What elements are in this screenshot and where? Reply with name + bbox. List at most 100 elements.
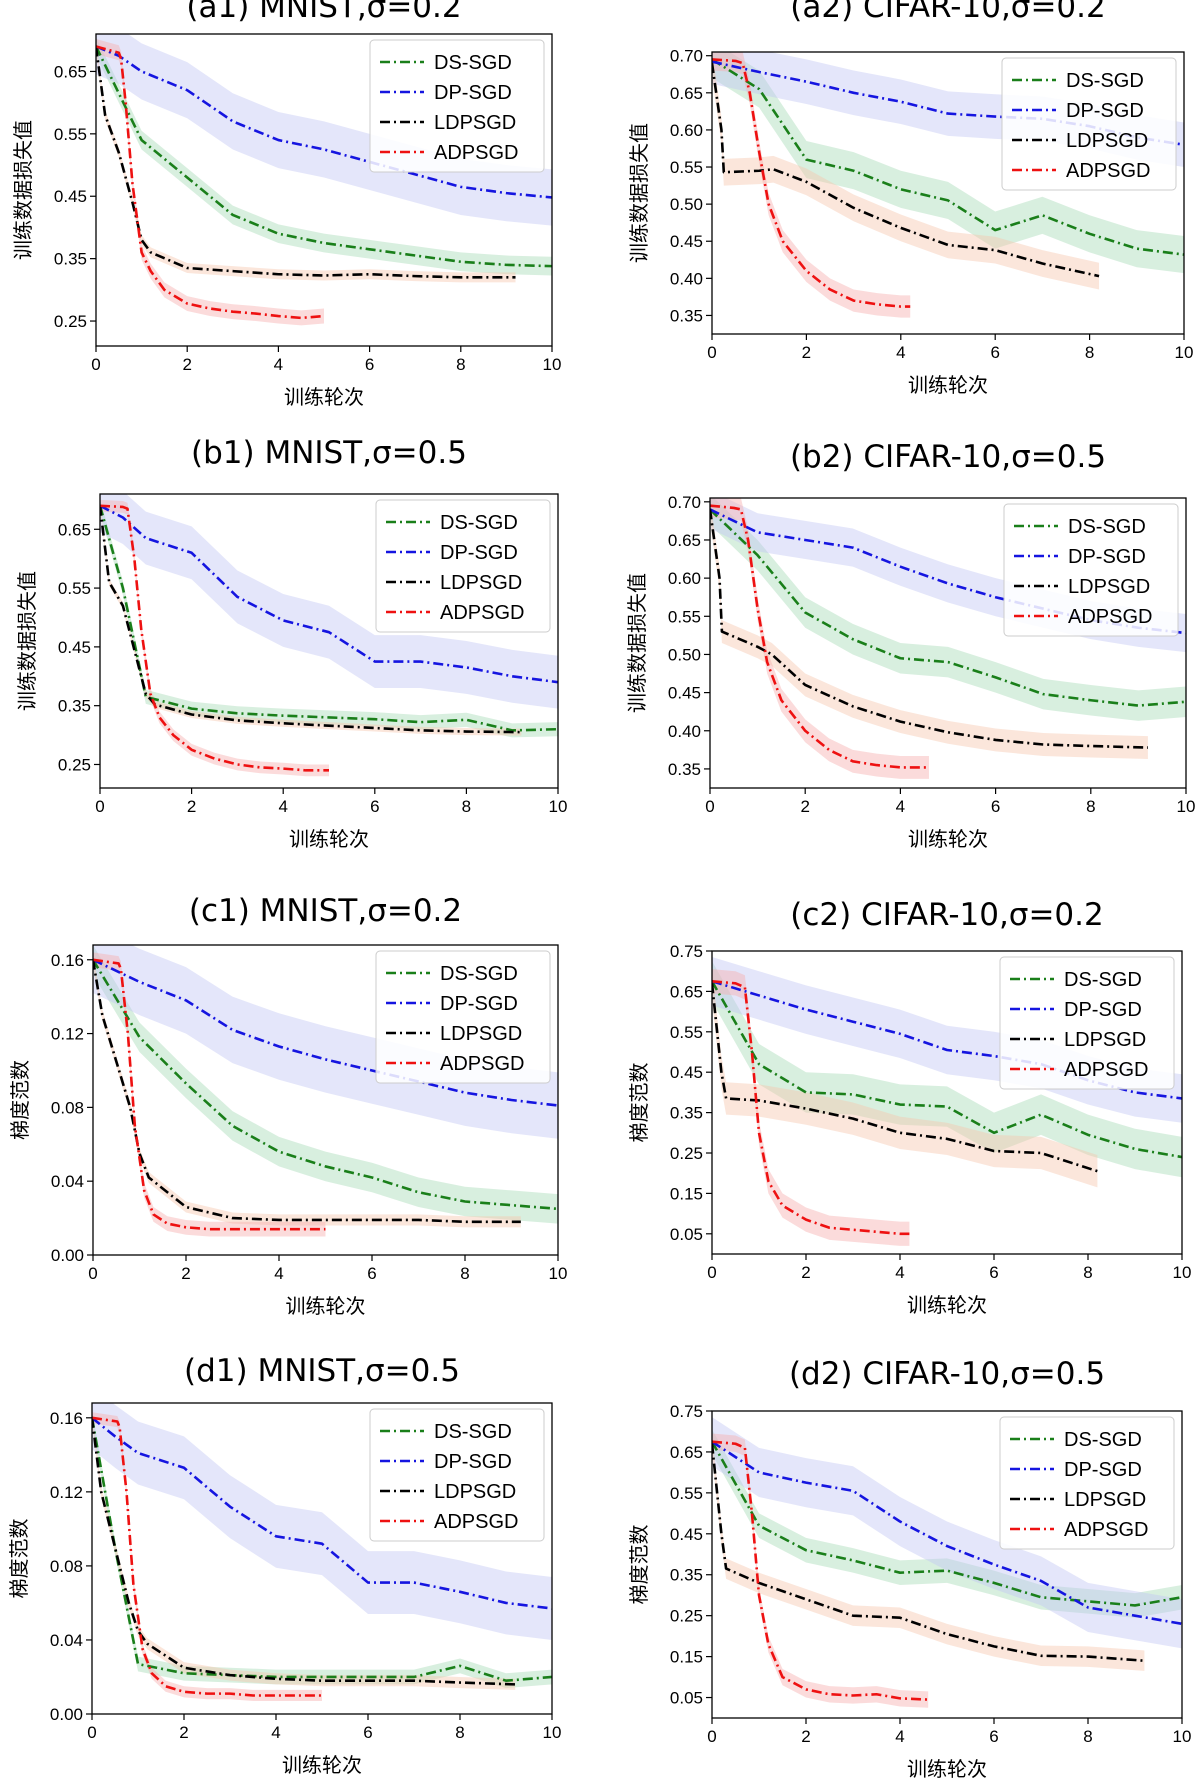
legend-box	[375, 499, 551, 633]
plot-frame	[709, 497, 1187, 789]
legend-label-dp-sgd: DP-SGD	[1064, 999, 1142, 1021]
y-tick-label: 0.75	[670, 942, 703, 961]
y-tick-label: 0.55	[670, 1023, 703, 1042]
band-dp-sgd	[96, 34, 552, 226]
y-tick-label: 0.12	[50, 1483, 83, 1502]
x-axis-label: 训练轮次	[908, 373, 988, 397]
y-tick-label: 0.35	[54, 250, 87, 269]
series-line-adpsgd	[96, 45, 325, 320]
legend-box	[1003, 503, 1179, 637]
y-tick-label: 0.12	[51, 1025, 84, 1044]
y-tick-label: 0.35	[668, 760, 701, 779]
y-tick-label: 0.70	[670, 47, 703, 66]
legend-label-dp-sgd: DP-SGD	[434, 1451, 512, 1473]
y-tick-label: 0.55	[670, 1484, 703, 1503]
x-tick-label: 6	[370, 797, 379, 816]
series-line-ldpsgd	[96, 46, 516, 279]
y-axis-label: 梯度范数	[7, 1519, 31, 1599]
series-line-ds-sgd	[93, 959, 558, 1211]
band-dp-sgd	[712, 1417, 1182, 1649]
x-axis-label: 训练轮次	[908, 827, 988, 851]
legend: DS-SGD DP-SGD LDPSGD ADPSGD	[999, 956, 1175, 1090]
panel-title: (b2) CIFAR-10,σ=0.5	[790, 439, 1106, 475]
series-line-ds-sgd	[96, 45, 552, 268]
y-tick-label: 0.16	[50, 1409, 83, 1428]
y-tick-label: 0.00	[51, 1246, 84, 1265]
y-tick-label: 0.45	[58, 638, 91, 657]
x-tick-label: 6	[363, 1723, 372, 1742]
panel-title: (b1) MNIST,σ=0.5	[191, 435, 467, 471]
band-ds-sgd	[93, 945, 558, 1224]
chart-panel-c1: (c1) MNIST,σ=0.2 0 2 4 6 8 10 0.00 0.04 0.08 0.12 0…	[8, 893, 567, 1318]
legend-label-dp-sgd: DP-SGD	[440, 542, 518, 564]
legend-label-ds-sgd: DS-SGD	[1064, 969, 1142, 991]
series-line-ldpsgd	[712, 1443, 1145, 1662]
confidence-bands	[93, 945, 558, 1237]
x-axis-label: 训练轮次	[289, 827, 369, 851]
series-line-dp-sgd	[712, 1440, 1182, 1626]
x-tick-label: 2	[801, 1727, 810, 1746]
y-tick-label: 0.65	[670, 1443, 703, 1462]
legend-label-ldpsgd: LDPSGD	[434, 112, 516, 134]
x-tick-label: 2	[181, 1264, 190, 1283]
series-line-dp-sgd	[100, 504, 558, 684]
y-tick-label: 0.55	[58, 579, 91, 598]
series-line-ds-sgd	[710, 508, 1186, 707]
x-tick-label: 6	[990, 343, 999, 362]
chart-panel-b1: (b1) MNIST,σ=0.5 0 2 4 6 8 10 0.25 0.35 0.45 0.55 0…	[15, 435, 567, 851]
plot-frame	[99, 493, 559, 789]
x-tick-label: 2	[187, 797, 196, 816]
x-tick-label: 6	[367, 1264, 376, 1283]
y-tick-label: 0.45	[670, 232, 703, 251]
series-line-ds-sgd	[100, 505, 558, 732]
y-tick-label: 0.55	[54, 125, 87, 144]
legend-label-adpsgd: ADPSGD	[440, 602, 524, 624]
legend-box	[999, 956, 1175, 1090]
x-tick-label: 8	[1085, 343, 1094, 362]
plot-frame	[92, 944, 559, 1256]
legend: DS-SGD DP-SGD LDPSGD ADPSGD	[1003, 503, 1179, 637]
series-line-adpsgd	[712, 1440, 929, 1701]
legend-label-ds-sgd: DS-SGD	[1068, 516, 1146, 538]
y-tick-label: 0.50	[668, 645, 701, 664]
x-tick-label: 2	[801, 1263, 810, 1282]
series-line-adpsgd	[712, 58, 911, 308]
band-ds-sgd	[712, 52, 1184, 274]
y-tick-label: 0.65	[670, 982, 703, 1001]
x-tick-label: 4	[895, 1263, 904, 1282]
legend-label-adpsgd: ADPSGD	[1068, 606, 1152, 628]
band-dp-sgd	[100, 494, 558, 709]
y-tick-label: 0.70	[668, 493, 701, 512]
x-tick-label: 0	[88, 1264, 97, 1283]
y-tick-label: 0.25	[670, 1607, 703, 1626]
series-lines	[93, 958, 558, 1231]
x-tick-label: 6	[365, 355, 374, 374]
y-tick-label: 0.04	[50, 1631, 83, 1650]
confidence-bands	[96, 34, 552, 326]
band-adpsgd	[100, 499, 329, 777]
x-tick-label: 6	[989, 1263, 998, 1282]
x-axis-label: 训练轮次	[284, 385, 364, 409]
legend-label-ldpsgd: LDPSGD	[434, 1481, 516, 1503]
legend-label-dp-sgd: DP-SGD	[440, 993, 518, 1015]
y-tick-label: 0.25	[58, 755, 91, 774]
legend: DS-SGD DP-SGD LDPSGD ADPSGD	[375, 950, 551, 1084]
series-line-adpsgd	[710, 504, 929, 769]
x-tick-label: 8	[1083, 1263, 1092, 1282]
x-tick-label: 6	[991, 797, 1000, 816]
y-axis-label: 梯度范数	[627, 1525, 651, 1605]
x-tick-label: 0	[707, 1263, 716, 1282]
x-tick-label: 8	[1086, 797, 1095, 816]
chart-panel-b2: (b2) CIFAR-10,σ=0.5 0 2 4 6 8 10 0.35 0.40 0.45 0.…	[625, 439, 1195, 851]
confidence-bands	[712, 1417, 1182, 1708]
legend-label-ds-sgd: DS-SGD	[434, 52, 512, 74]
x-tick-label: 8	[455, 1723, 464, 1742]
band-dp-sgd	[93, 945, 558, 1139]
legend: DS-SGD DP-SGD LDPSGD ADPSGD	[1001, 57, 1177, 191]
series-line-dp-sgd	[92, 1416, 552, 1610]
legend-label-ds-sgd: DS-SGD	[1064, 1429, 1142, 1451]
x-tick-label: 0	[705, 797, 714, 816]
plot-frame	[711, 1410, 1183, 1719]
y-tick-label: 0.40	[668, 722, 701, 741]
x-axis-label: 训练轮次	[282, 1753, 362, 1777]
